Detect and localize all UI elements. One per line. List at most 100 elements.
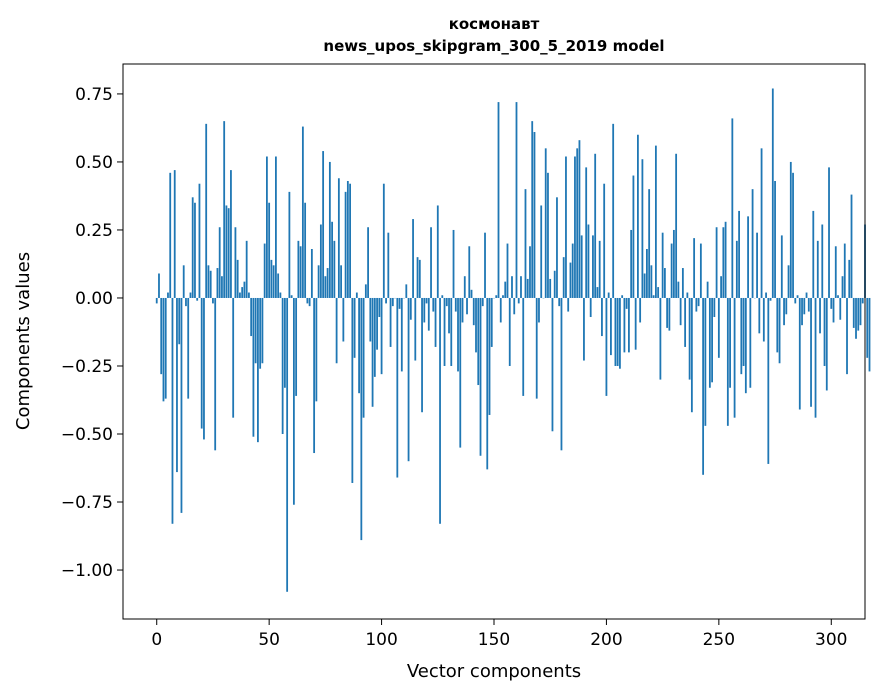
bar bbox=[677, 281, 680, 298]
bar bbox=[508, 297, 511, 366]
bar bbox=[717, 297, 720, 358]
bar bbox=[848, 259, 851, 298]
bar bbox=[765, 292, 767, 298]
bar bbox=[301, 126, 304, 298]
bar bbox=[515, 102, 518, 298]
bar bbox=[731, 118, 734, 298]
bar bbox=[681, 268, 684, 298]
bar bbox=[621, 295, 624, 298]
bar bbox=[288, 191, 291, 298]
bar bbox=[646, 249, 648, 298]
bar bbox=[290, 295, 293, 298]
bar bbox=[167, 292, 169, 298]
y-tick-label: −0.25 bbox=[61, 357, 113, 377]
bar bbox=[625, 297, 628, 309]
bar bbox=[452, 229, 455, 298]
bar bbox=[706, 281, 709, 298]
bar bbox=[400, 297, 403, 372]
bar bbox=[760, 148, 763, 298]
x-tick-label: 0 bbox=[151, 630, 162, 650]
bar bbox=[486, 297, 489, 470]
bar bbox=[511, 276, 513, 298]
bar bbox=[549, 278, 552, 298]
bar bbox=[648, 189, 651, 298]
bar bbox=[843, 243, 846, 298]
bar bbox=[823, 297, 826, 366]
bar bbox=[551, 297, 554, 432]
bar bbox=[277, 273, 280, 298]
bar bbox=[771, 88, 774, 298]
bar bbox=[427, 297, 430, 331]
bar bbox=[614, 297, 617, 366]
bar bbox=[720, 276, 722, 298]
bar bbox=[385, 297, 387, 304]
bar bbox=[176, 297, 178, 473]
bar bbox=[306, 297, 309, 304]
bar bbox=[218, 227, 221, 298]
bar bbox=[789, 161, 792, 298]
bar bbox=[675, 153, 678, 298]
bar bbox=[841, 276, 844, 298]
bar bbox=[672, 229, 675, 298]
bar bbox=[481, 297, 484, 307]
bar bbox=[315, 297, 318, 402]
bar bbox=[450, 297, 453, 366]
bar bbox=[502, 295, 504, 298]
bar bbox=[155, 297, 158, 304]
bar bbox=[470, 289, 473, 298]
bar bbox=[333, 240, 336, 298]
bar bbox=[814, 297, 817, 418]
bar bbox=[569, 262, 572, 298]
bar bbox=[686, 292, 689, 298]
bar bbox=[562, 257, 565, 298]
bar bbox=[331, 221, 334, 298]
bar bbox=[623, 297, 626, 353]
bar bbox=[670, 243, 673, 298]
bar bbox=[299, 246, 302, 298]
x-tick-label: 150 bbox=[478, 630, 510, 650]
bar bbox=[412, 219, 414, 298]
bar bbox=[270, 259, 273, 298]
bar bbox=[490, 297, 493, 347]
bar bbox=[409, 297, 412, 320]
x-tick-label: 250 bbox=[703, 630, 735, 650]
bar bbox=[751, 189, 754, 298]
bar bbox=[200, 297, 203, 429]
bar bbox=[650, 265, 653, 298]
bar bbox=[796, 295, 799, 298]
bar bbox=[391, 297, 394, 307]
bar bbox=[733, 297, 736, 418]
bar bbox=[778, 297, 781, 364]
bar bbox=[463, 276, 466, 298]
bar bbox=[589, 297, 592, 318]
bar bbox=[207, 265, 210, 298]
bar bbox=[216, 268, 219, 298]
bar bbox=[358, 297, 360, 394]
bar bbox=[711, 297, 713, 383]
bar bbox=[371, 297, 374, 407]
y-axis-ticks: 0.75 0.50 0.25 0.00 −0.25 −0.50 −0.75 −1.00 bbox=[61, 85, 123, 581]
bar bbox=[787, 265, 790, 298]
bar bbox=[369, 297, 372, 342]
y-tick-label: 0.50 bbox=[75, 153, 113, 173]
bar bbox=[506, 243, 509, 298]
bar bbox=[522, 297, 525, 396]
bar bbox=[310, 249, 313, 298]
bar bbox=[335, 297, 338, 364]
bar bbox=[182, 265, 185, 298]
y-tick-label: 0.00 bbox=[75, 289, 113, 309]
bar bbox=[250, 297, 253, 337]
bar bbox=[839, 297, 842, 320]
bar bbox=[729, 297, 731, 388]
bar bbox=[816, 240, 819, 298]
bar bbox=[834, 246, 837, 298]
bar bbox=[382, 183, 385, 298]
bar bbox=[439, 297, 441, 524]
bar bbox=[275, 156, 277, 298]
bar bbox=[364, 284, 367, 298]
bar bbox=[443, 297, 446, 366]
bar bbox=[846, 297, 848, 375]
bar bbox=[610, 297, 612, 356]
bar bbox=[227, 208, 230, 298]
bar bbox=[261, 297, 264, 364]
